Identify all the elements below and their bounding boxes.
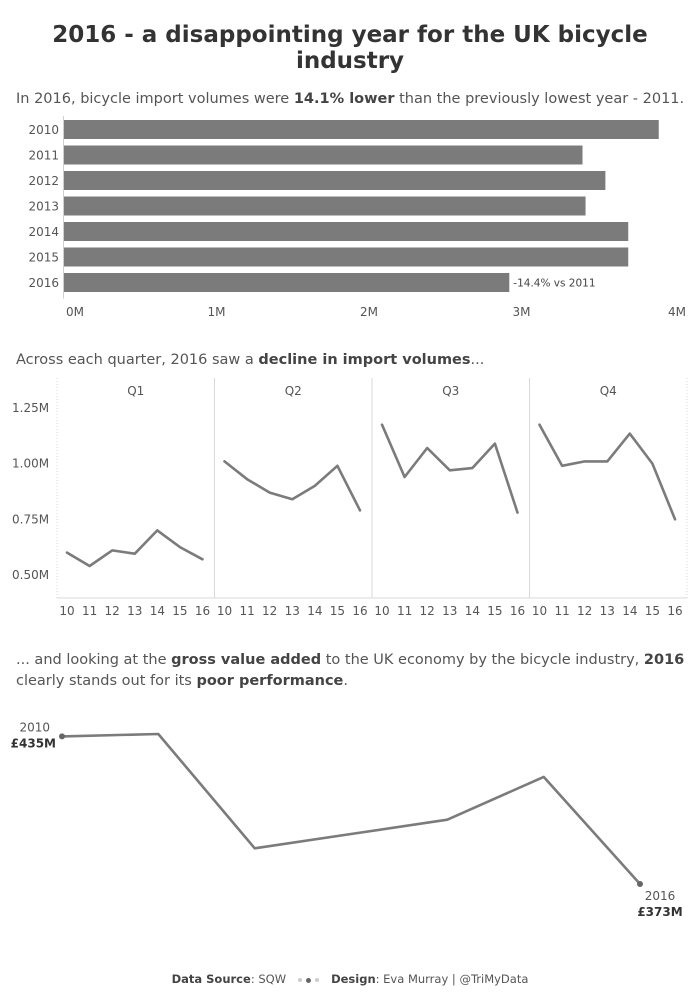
panel-header-q3: Q3 xyxy=(442,384,459,398)
x-tick-label: 3M xyxy=(513,305,531,319)
bar-2015 xyxy=(64,247,629,267)
gva-line-chart: 2010 £435M 2016 £373M xyxy=(11,720,683,919)
x-tick-label: 13 xyxy=(442,604,457,618)
x-tick-label: 0M xyxy=(66,305,84,319)
section2-intro: Across each quarter, 2016 saw a decline … xyxy=(16,350,484,371)
x-tick-label: 1M xyxy=(208,305,226,319)
series-line-q4 xyxy=(538,423,677,521)
x-tick-label: 11 xyxy=(82,604,97,618)
panel-header-q4: Q4 xyxy=(600,384,617,398)
bar-2010 xyxy=(64,120,659,139)
x-tick-label: 12 xyxy=(420,604,435,618)
start-value-label: £435M xyxy=(11,736,56,750)
section3-p3: clearly stands out for its xyxy=(16,673,197,689)
section3-p2: to the UK economy by the bicycle industr… xyxy=(321,652,644,668)
section2-bold: decline in import volumes xyxy=(258,352,471,368)
footer-source-label: Data Source xyxy=(171,972,251,986)
x-tick-label: 12 xyxy=(105,604,120,618)
x-tick-label: 11 xyxy=(554,604,569,618)
x-tick-label: 11 xyxy=(397,604,412,618)
section2-post: ... xyxy=(470,352,485,368)
x-tick-label: 10 xyxy=(59,604,74,618)
bar-2014 xyxy=(64,222,629,241)
section1-intro: In 2016, bicycle import volumes were 14.… xyxy=(16,89,684,110)
start-point xyxy=(59,733,65,740)
bar-annotation: -14.4% vs 2011 xyxy=(513,278,595,290)
bar-2011 xyxy=(64,145,583,165)
x-tick-label: 15 xyxy=(172,604,187,618)
x-tick-label: 13 xyxy=(600,604,615,618)
section3-p1: ... and looking at the xyxy=(16,652,172,668)
x-tick-label: 14 xyxy=(465,604,480,618)
start-year-label: 2010 xyxy=(19,720,50,734)
x-tick-label: 15 xyxy=(645,604,660,618)
quarterly-import-line-chart: 1.25M 1.00M 0.75M 0.50M Q1 10 11 12 13 14 15 16 Q2 10… xyxy=(12,378,688,618)
section3-p4: . xyxy=(343,673,348,689)
x-tick-label: 10 xyxy=(532,604,547,618)
section2-pre: Across each quarter, 2016 saw a xyxy=(16,352,259,368)
x-tick-label: 13 xyxy=(127,604,142,618)
panel-header-q2: Q2 xyxy=(285,384,302,398)
category-label-2016: 2016 xyxy=(28,276,59,290)
series-line-q3 xyxy=(380,423,519,514)
category-label-2013: 2013 xyxy=(28,200,59,214)
x-tick-label: 16 xyxy=(352,604,367,618)
x-tick-label: 12 xyxy=(577,604,592,618)
x-tick-label: 14 xyxy=(150,604,165,618)
section3-b1: gross value added xyxy=(171,652,322,668)
category-label-2015: 2015 xyxy=(28,251,59,265)
dots-icon xyxy=(296,973,321,987)
end-point xyxy=(637,881,643,887)
page-title: 2016 - a disappointing year for the UK b… xyxy=(52,22,648,74)
x-tick-label: 15 xyxy=(487,604,502,618)
import-volume-bar-chart: 2010 2011 2012 2013 2014 2015 2016 -14.4% vs 20… xyxy=(28,116,686,319)
x-tick-label: 15 xyxy=(330,604,345,618)
bar-2012 xyxy=(64,171,606,190)
category-label-2012: 2012 xyxy=(28,174,59,188)
section3-b2: 2016 xyxy=(643,652,685,668)
bar-2013 xyxy=(64,196,586,216)
x-tick-label: 16 xyxy=(195,604,210,618)
y-tick-label: 1.00M xyxy=(12,457,49,471)
footer-design-label: Design xyxy=(331,972,376,986)
section3-intro: ... and looking at the gross value added… xyxy=(16,650,686,692)
x-tick-label: 4M xyxy=(668,305,686,319)
footer-design-value: : Eva Murray | @TriMyData xyxy=(375,972,529,986)
y-tick-label: 0.50M xyxy=(12,568,49,582)
section3-b3: poor performance xyxy=(196,673,344,689)
section1-pre: In 2016, bicycle import volumes were xyxy=(16,91,294,107)
section1-bold: 14.1% lower xyxy=(293,91,395,107)
gva-series-line xyxy=(60,732,642,886)
y-tick-label: 1.25M xyxy=(12,401,49,415)
x-tick-label: 2M xyxy=(360,305,378,319)
footer: Data Source: SQW Design: Eva Murray | @Tr… xyxy=(0,972,700,987)
series-line-q2 xyxy=(223,460,362,512)
x-tick-label: 13 xyxy=(285,604,300,618)
x-tick-label: 14 xyxy=(622,604,637,618)
panel-header-q1: Q1 xyxy=(127,384,144,398)
section1-post: than the previously lowest year - 2011. xyxy=(394,91,685,107)
x-tick-label: 16 xyxy=(510,604,525,618)
bar-2016 xyxy=(64,273,510,292)
x-tick-label: 14 xyxy=(307,604,322,618)
category-label-2014: 2014 xyxy=(28,225,59,239)
x-tick-label: 11 xyxy=(239,604,254,618)
y-tick-label: 0.75M xyxy=(12,512,49,526)
series-line-q1 xyxy=(65,529,204,568)
footer-source-value: : SQW xyxy=(250,972,287,986)
end-value-label: £373M xyxy=(637,905,682,919)
category-label-2011: 2011 xyxy=(28,149,59,163)
x-tick-label: 12 xyxy=(262,604,277,618)
end-year-label: 2016 xyxy=(645,889,676,903)
x-tick-label: 16 xyxy=(667,604,682,618)
category-label-2010: 2010 xyxy=(28,123,59,137)
x-tick-label: 10 xyxy=(374,604,389,618)
x-tick-label: 10 xyxy=(217,604,232,618)
